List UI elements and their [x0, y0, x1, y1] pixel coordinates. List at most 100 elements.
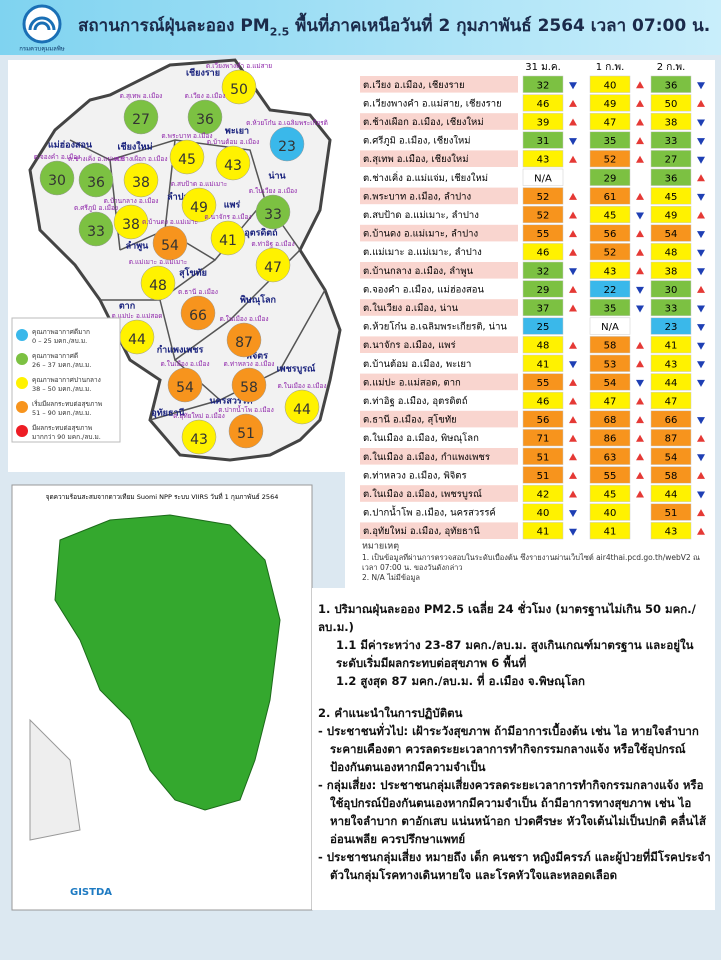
station-label: ต.ห้วยโก๋น อ.เฉลิมพระเกียรติ — [246, 119, 328, 127]
station-label: ต.บ้านดง อ.แม่เมาะ — [142, 218, 198, 226]
station-value: 30 — [48, 173, 66, 189]
trend-down — [697, 491, 705, 499]
trend-up — [636, 192, 644, 200]
value-text: 29 — [604, 173, 617, 184]
value-cell — [589, 484, 631, 503]
value-cell — [650, 522, 692, 540]
province-label: ตาก — [119, 302, 135, 312]
satellite-logo: GISTDA — [70, 887, 112, 898]
column-header: 31 ม.ค. — [525, 62, 561, 73]
value-text: 27 — [665, 155, 678, 166]
satellite-map — [54, 514, 281, 811]
trend-up — [569, 416, 577, 424]
trend-down — [697, 454, 705, 462]
value-cell — [522, 373, 564, 391]
value-text: 51 — [537, 471, 550, 482]
province-label: กำแพงเพชร — [157, 345, 204, 356]
value-cell — [522, 131, 564, 149]
province-label: อุทัยธานี — [151, 408, 185, 419]
trend-up — [569, 118, 577, 126]
station-bubble — [255, 247, 291, 283]
station-value: 50 — [230, 82, 248, 98]
trend-up — [636, 471, 644, 479]
station-value: 41 — [219, 233, 237, 249]
title-prefix: สถานการณ์ฝุ่นละออง PM — [78, 16, 270, 36]
value-text: 40 — [604, 80, 617, 91]
legend-range: 0 – 25 มคก./ลบ.ม. — [32, 337, 87, 345]
station-bubble — [78, 162, 114, 198]
value-cell — [589, 410, 631, 428]
s2-title: 2. คำแนะนำในการปฏิบัติตน — [318, 706, 463, 720]
trend-up — [636, 99, 644, 107]
station-cell — [360, 299, 518, 316]
trend-down — [636, 379, 644, 387]
value-text: 51 — [665, 508, 678, 519]
station-label: ต.แม่ปะ อ.แม่สอด — [112, 312, 163, 320]
value-cell — [650, 429, 692, 447]
text-panel — [312, 588, 715, 910]
station-name: ต.ห้วยโก๋น อ.เฉลิมพระเกียรติ, น่าน — [363, 321, 507, 333]
value-cell — [650, 466, 692, 484]
station-cell — [360, 169, 518, 186]
value-cell — [589, 466, 631, 484]
legend-swatch — [16, 329, 28, 341]
station-bubble — [210, 220, 246, 256]
station-value: 45 — [178, 152, 196, 168]
station-name: ต.จองคำ อ.เมือง, แม่ฮ่องสอน — [363, 284, 484, 295]
value-cell — [589, 429, 631, 447]
legend-range: 26 – 37 มคก./ลบ.ม. — [32, 361, 91, 369]
station-label: ต.บ้านกลาง อ.เมือง — [104, 197, 159, 205]
province-label: อุตรดิตถ์ — [244, 227, 277, 239]
value-cell — [589, 131, 631, 149]
value-text: 55 — [537, 378, 550, 389]
trend-up — [636, 490, 644, 498]
value-text: 50 — [665, 99, 678, 110]
value-cell — [650, 447, 692, 465]
value-cell — [522, 317, 564, 335]
trend-up — [636, 267, 644, 275]
header-band — [0, 0, 721, 55]
value-text: 30 — [665, 285, 678, 296]
value-cell — [522, 503, 564, 521]
station-label: ต.ในเมือง อ.เมือง — [160, 360, 209, 368]
station-bubble — [221, 69, 257, 105]
trend-up — [697, 285, 705, 293]
value-cell — [522, 484, 564, 503]
value-text: 54 — [665, 452, 678, 463]
value-text: 32 — [537, 80, 550, 91]
value-text: 68 — [604, 415, 617, 426]
station-value: 36 — [87, 175, 105, 191]
station-name: ต.ในเวียง อ.เมือง, น่าน — [363, 302, 459, 314]
station-name: ต.บ้านกลาง อ.เมือง, ลำพูน — [363, 266, 474, 277]
value-text: 52 — [604, 248, 617, 259]
column-header: 1 ก.พ. — [596, 62, 625, 73]
station-label: ต.ช้างเผือก อ.เมือง — [114, 155, 167, 163]
value-text: 37 — [537, 304, 550, 315]
station-name: ต.เวียงพางคำ อ.แม่สาย, เชียงราย — [363, 97, 502, 109]
station-bubble — [181, 187, 217, 223]
legend-label: คุณภาพอากาศดีมาก — [32, 328, 90, 336]
station-value: 47 — [264, 260, 282, 276]
value-cell — [522, 336, 564, 354]
station-bubble — [169, 139, 205, 175]
value-text: 48 — [537, 341, 550, 352]
note: 2. N/A ไม่มีข้อมูล — [362, 573, 420, 582]
station-label: ต.ในเวียง อ.เมือง — [249, 187, 297, 195]
station-value: 49 — [190, 200, 208, 216]
station-label: ต.ปากน้ำโพ อ.เมือง — [218, 405, 274, 414]
value-text: 40 — [604, 508, 617, 519]
s1-1: 1.1 มีค่าระหว่าง 23-87 มคก./ลบ.ม. สูงเกิ… — [336, 638, 694, 670]
station-value: 54 — [176, 380, 194, 396]
value-text: 55 — [537, 229, 550, 240]
province-label: สุโขทัย — [179, 267, 207, 279]
value-text: 38 — [665, 118, 678, 129]
value-text: 41 — [537, 359, 550, 370]
station-label: ต.ในเมือง อ.เมือง — [277, 382, 326, 390]
value-text: 48 — [665, 248, 678, 259]
station-label: ต.สุเทพ อ.เมือง — [120, 92, 163, 100]
value-cell — [522, 75, 564, 93]
trend-up — [636, 360, 644, 368]
province-label: เพชรบูรณ์ — [277, 363, 316, 375]
value-text: 43 — [537, 155, 550, 166]
